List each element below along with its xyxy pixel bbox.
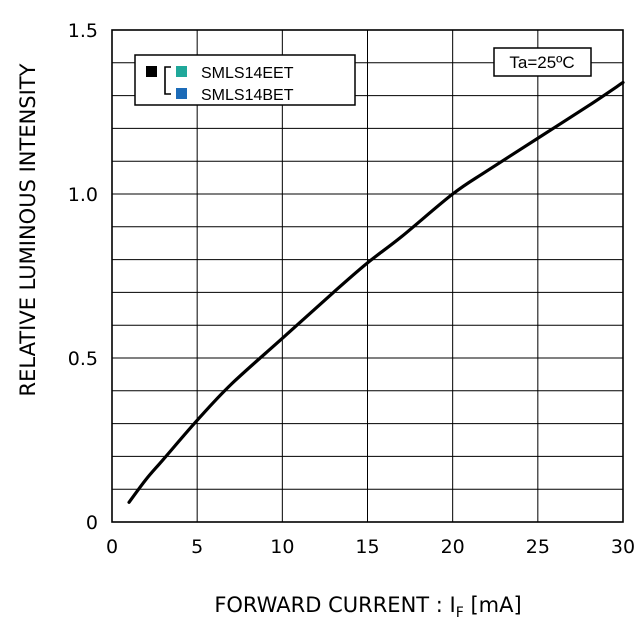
legend-swatch-smls14bet: [176, 88, 187, 99]
x-axis-title-unit: [mA]: [464, 593, 522, 617]
condition-text: Ta=25ºC: [509, 53, 574, 72]
legend-group-marker: [146, 66, 157, 77]
plot-area-frame: [111, 29, 624, 523]
legend-box: [134, 54, 356, 106]
x-tick-label: 15: [355, 536, 379, 558]
y-tick-label: 1.5: [68, 20, 98, 42]
legend-label-smls14eet: SMLS14EET: [201, 65, 294, 82]
x-tick-label: 5: [191, 536, 203, 558]
x-tick-label: 10: [270, 536, 294, 558]
x-tick-label: 0: [106, 536, 118, 558]
x-axis-title-main: FORWARD CURRENT : I: [214, 593, 455, 617]
x-tick-label: 30: [611, 536, 635, 558]
series-layer: [127, 80, 625, 504]
x-tick-labels: 0 5 10 15 20 25 30: [106, 536, 635, 558]
x-tick-label: 20: [441, 536, 465, 558]
y-tick-label: 0.5: [68, 348, 98, 370]
legend-swatch-smls14eet: [176, 66, 187, 77]
y-axis-title: RELATIVE LUMINOUS INTENSITY: [16, 63, 40, 396]
condition-box: [493, 47, 592, 77]
legend-label-smls14bet: SMLS14BET: [201, 87, 294, 104]
y-tick-labels: 0 0.5 1.0 1.5: [68, 20, 98, 534]
legend-bracket: [164, 66, 171, 95]
x-axis-title: FORWARD CURRENT : IF [mA]: [214, 593, 521, 621]
y-tick-label: 1.0: [68, 184, 98, 206]
x-tick-label: 25: [526, 536, 550, 558]
legend: SMLS14EET SMLS14BET: [134, 54, 356, 106]
condition-label-box: Ta=25ºC: [493, 47, 592, 77]
series-line-0: [127, 80, 625, 504]
x-axis-title-subscript: F: [456, 605, 464, 621]
y-tick-label: 0: [86, 512, 98, 534]
